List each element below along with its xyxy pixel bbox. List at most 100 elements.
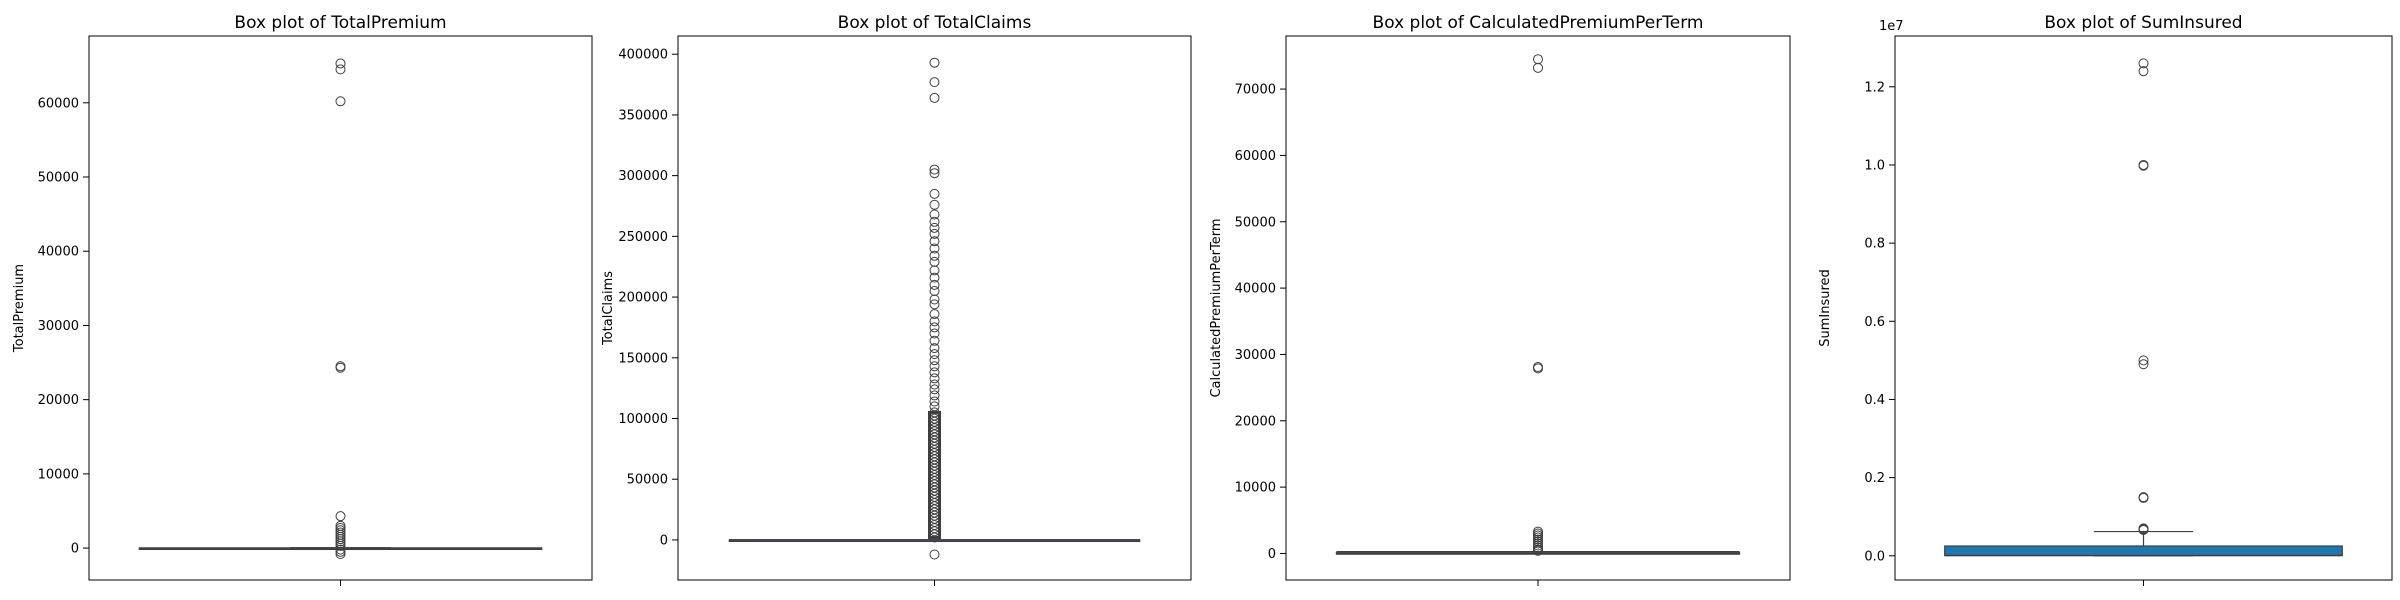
chart-title: Box plot of CalculatedPremiumPerTerm: [1373, 13, 1704, 33]
y-tick-label: 0.6: [1864, 315, 1885, 330]
y-axis-ticks: 0 10000 20000 30000 40000 50000 60000: [38, 96, 341, 586]
outlier-point: [929, 335, 940, 346]
plot-frame: [1285, 35, 1791, 581]
outlier-point: [929, 549, 940, 560]
y-tick-label: 400000: [618, 48, 668, 63]
box-plot: [1335, 54, 1741, 556]
outlier-point: [335, 549, 346, 560]
outlier-point: [929, 401, 940, 412]
outlier-point: [929, 355, 940, 366]
outlier-point: [929, 299, 940, 310]
outlier-point: [335, 64, 346, 75]
y-tick-label: 30000: [1235, 348, 1276, 363]
y-tick-label: 0.0: [1864, 549, 1885, 564]
y-tick-label: 0.4: [1864, 393, 1885, 408]
y-tick-label: 200000: [618, 291, 668, 306]
y-tick-label: 0.2: [1864, 471, 1885, 486]
y-tick-label: 1.0: [1864, 158, 1885, 173]
y-axis-label: CalculatedPremiumPerTerm: [1209, 218, 1224, 397]
outlier-point: [929, 328, 940, 339]
outlier-point: [929, 407, 940, 418]
outlier-point: [929, 309, 940, 320]
panel-totalpremium: Box plot of TotalPremium TotalPremium 0 1…: [12, 13, 593, 586]
y-tick-label: 150000: [618, 351, 668, 366]
outlier-point: [929, 188, 940, 199]
outlier-point: [929, 272, 940, 283]
outlier-point: [929, 216, 940, 227]
outlier-point: [2138, 492, 2149, 503]
outlier-point: [929, 236, 940, 247]
outlier-point: [929, 343, 940, 354]
y-tick-label: 50000: [627, 473, 668, 488]
outlier-point: [929, 349, 940, 360]
y-axis-label: TotalPremium: [12, 264, 27, 353]
y-tick-label: 20000: [1235, 414, 1276, 429]
chart-title: Box plot of SumInsured: [2044, 13, 2242, 33]
outlier-point: [335, 58, 346, 69]
outlier-point: [929, 294, 940, 305]
y-tick-label: 100000: [618, 412, 668, 427]
y-tick-label: 50000: [1235, 215, 1276, 230]
outlier-point: [335, 536, 346, 547]
outlier-point: [2138, 159, 2149, 170]
outlier-point: [335, 534, 346, 545]
y-tick-label: 40000: [38, 245, 79, 260]
outlier-point: [929, 373, 940, 384]
outlier-point: [929, 243, 940, 254]
outlier-point: [2138, 66, 2149, 77]
outlier-point: [929, 379, 940, 390]
outlier-point: [929, 168, 940, 179]
outlier-point: [335, 538, 346, 549]
y-axis-offset-label: 1e7: [1879, 19, 1904, 34]
y-axis-label: TotalClaims: [601, 271, 616, 346]
y-tick-label: 20000: [38, 393, 79, 408]
outlier-point: [929, 228, 940, 239]
outlier-point: [929, 256, 940, 267]
outlier-point: [929, 413, 940, 424]
outlier-point: [929, 396, 940, 407]
y-tick-label: 70000: [1235, 83, 1276, 98]
y-tick-label: 1.2: [1864, 80, 1885, 95]
outlier-point: [2138, 359, 2149, 370]
y-axis-ticks: 0.0 0.2 0.4 0.6 0.8 1.0 1.2: [1864, 80, 2144, 586]
outlier-point: [2138, 492, 2149, 503]
y-axis-label: SumInsured: [1818, 269, 1833, 347]
outlier-point: [929, 316, 940, 327]
outlier-point: [929, 199, 940, 210]
box-iqr: [1944, 545, 2343, 557]
outlier-point: [335, 544, 346, 555]
outlier-point: [929, 384, 940, 395]
outlier-point: [1533, 62, 1543, 73]
outlier-point: [929, 209, 940, 220]
outlier-point: [929, 367, 940, 378]
y-axis-ticks: 0 50000 100000 150000 200000 250000 300000 3500…: [618, 48, 935, 586]
plot-frame: [88, 35, 593, 581]
outlier-point: [335, 546, 346, 557]
y-tick-label: 30000: [38, 319, 79, 334]
panel-calculatedpremiumperterm: Box plot of CalculatedPremiumPerTerm Cal…: [1209, 13, 1791, 586]
y-tick-label: 0.8: [1864, 237, 1885, 252]
outlier-point: [929, 250, 940, 261]
panel-totalclaims: Box plot of TotalClaims TotalClaims 0 500…: [601, 13, 1192, 586]
outlier-point: [335, 96, 346, 107]
outlier-point: [2138, 160, 2149, 171]
y-tick-label: 250000: [618, 230, 668, 245]
y-tick-label: 300000: [618, 169, 668, 184]
outlier-point: [2138, 58, 2149, 69]
y-tick-label: 350000: [618, 108, 668, 123]
y-tick-label: 50000: [38, 171, 79, 186]
box-plot: [728, 57, 1141, 560]
outlier-point: [2138, 524, 2149, 535]
outlier-point: [929, 57, 940, 68]
y-tick-label: 60000: [1235, 149, 1276, 164]
outlier-point: [335, 511, 346, 522]
outlier-point: [929, 92, 940, 103]
outlier-point: [929, 361, 940, 372]
chart-title: Box plot of TotalPremium: [234, 13, 446, 33]
y-tick-label: 0: [71, 542, 79, 557]
outlier-point: [1533, 54, 1543, 65]
box-plot: [1944, 58, 2343, 557]
outlier-point: [1533, 545, 1543, 556]
outlier-point: [929, 77, 940, 88]
